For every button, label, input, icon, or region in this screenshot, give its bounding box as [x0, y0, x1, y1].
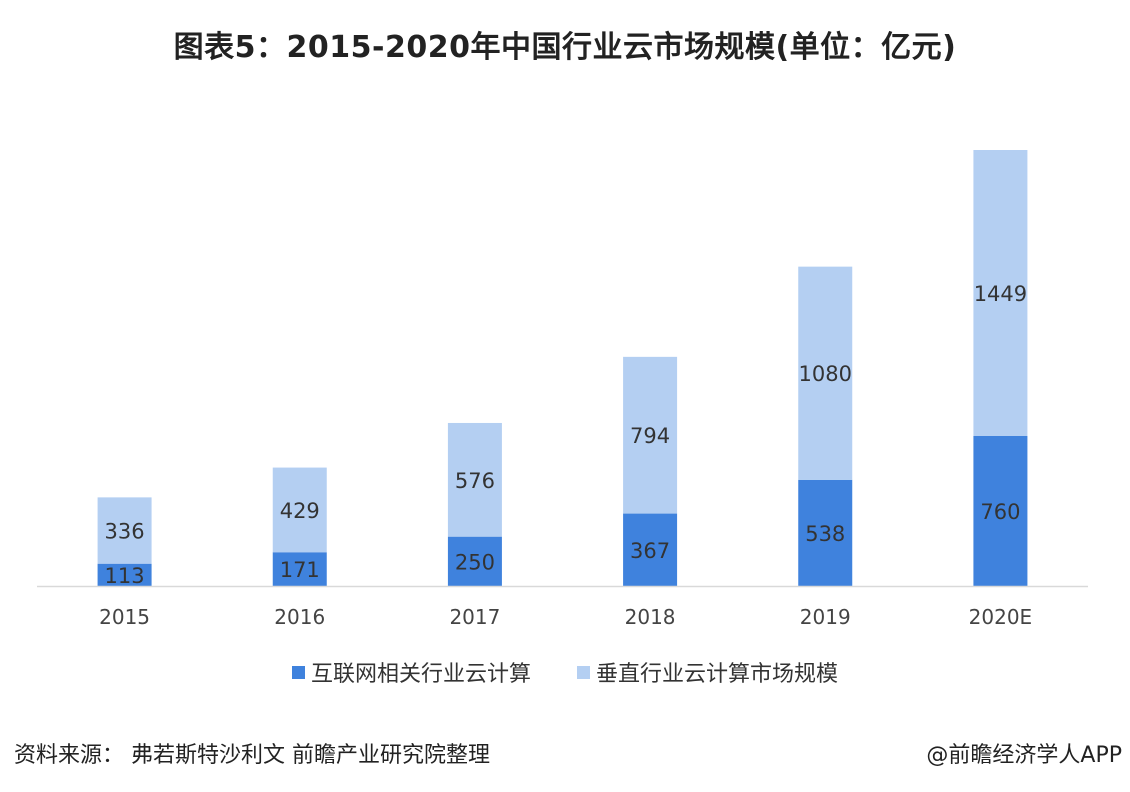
legend-label-vertical: 垂直行业云计算市场规模 — [596, 662, 839, 687]
data-label-internet-2017: 250 — [455, 550, 495, 574]
data-label-internet-2019: 538 — [805, 522, 845, 546]
bar-vertical-2019 — [798, 266, 853, 480]
bar-internet-2020E — [973, 435, 1028, 586]
bar-internet-2019 — [798, 479, 853, 586]
bar-vertical-2015 — [97, 497, 152, 564]
data-label-internet-2020E: 760 — [980, 500, 1020, 524]
stacked-bar-chart: 113 336 2015 171 429 2016 250 576 2017 367 794 2018… — [37, 150, 1088, 629]
legend-item-vertical: 垂直行业云计算市场规模 — [577, 656, 838, 688]
x-tick-label-2020E: 2020E — [969, 605, 1033, 629]
bar-internet-2016 — [272, 552, 327, 586]
bar-vertical-2017 — [447, 422, 502, 537]
data-label-internet-2018: 367 — [630, 539, 670, 563]
x-tick-label-2015: 2015 — [99, 605, 150, 629]
legend: 互联网相关行业云计算 垂直行业云计算市场规模 — [0, 656, 1130, 688]
data-label-internet-2016: 171 — [280, 558, 320, 582]
bar-internet-2018 — [623, 513, 678, 586]
data-label-vertical-2017: 576 — [455, 469, 495, 493]
data-label-vertical-2015: 336 — [105, 520, 145, 544]
legend-swatch-vertical — [577, 665, 590, 679]
legend-item-internet: 互联网相关行业云计算 — [291, 656, 531, 688]
chart-title: 图表5：2015-2020年中国行业云市场规模(单位：亿元) — [173, 30, 957, 65]
data-label-vertical-2018: 794 — [630, 424, 670, 448]
x-tick-label-2019: 2019 — [800, 605, 851, 629]
source-note: 资料来源： 弗若斯特沙利文 前瞻产业研究院整理 — [14, 743, 490, 768]
data-label-vertical-2016: 429 — [280, 499, 320, 523]
data-label-internet-2015: 113 — [105, 564, 145, 588]
bar-vertical-2018 — [623, 356, 678, 514]
data-label-vertical-2019: 1080 — [799, 362, 852, 386]
bar-vertical-2016 — [272, 467, 327, 553]
credit-note: @前瞻经济学人APP — [926, 743, 1122, 768]
x-tick-label-2016: 2016 — [274, 605, 325, 629]
x-tick-label-2018: 2018 — [625, 605, 676, 629]
legend-label-internet: 互联网相关行业云计算 — [310, 662, 531, 687]
bar-internet-2015 — [97, 563, 152, 586]
data-label-vertical-2020E: 1449 — [974, 282, 1027, 306]
bar-internet-2017 — [447, 536, 502, 586]
x-tick-label-2017: 2017 — [449, 605, 500, 629]
bar-vertical-2020E — [973, 150, 1028, 436]
legend-swatch-internet — [291, 665, 305, 679]
